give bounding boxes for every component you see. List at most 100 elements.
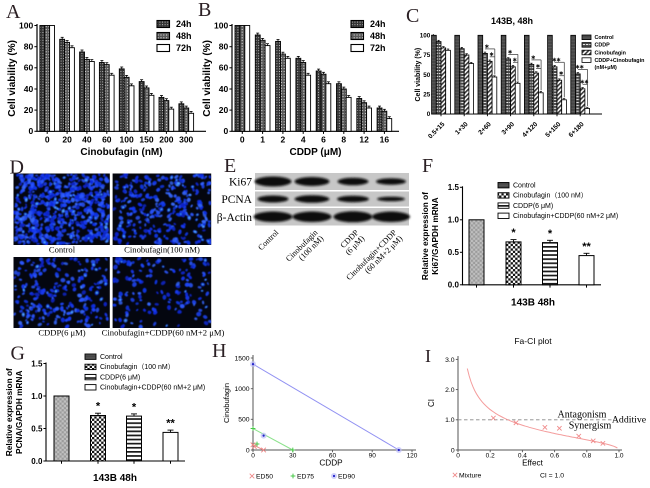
svg-text:0: 0 bbox=[45, 134, 50, 144]
svg-text:1000: 1000 bbox=[234, 386, 249, 393]
svg-text:Control: Control bbox=[595, 35, 615, 41]
svg-text:Cinobufagin+CDDP(60 nM+2 μM): Cinobufagin+CDDP(60 nM+2 μM) bbox=[100, 385, 205, 392]
svg-text:D: D bbox=[10, 157, 24, 179]
svg-text:120: 120 bbox=[407, 453, 418, 460]
svg-text:*: * bbox=[132, 401, 137, 413]
svg-text:Ki67: Ki67 bbox=[229, 177, 252, 189]
svg-text:0.2: 0.2 bbox=[486, 453, 495, 460]
svg-text:48h: 48h bbox=[370, 31, 386, 41]
svg-text:25: 25 bbox=[423, 92, 431, 99]
svg-text:β-Actin: β-Actin bbox=[217, 212, 252, 224]
svg-text:3.0: 3.0 bbox=[445, 357, 455, 364]
svg-text:100: 100 bbox=[120, 134, 134, 144]
svg-text:48h: 48h bbox=[176, 31, 192, 41]
svg-text:Additive: Additive bbox=[612, 415, 647, 426]
svg-text:Cinobufagin(100 nM): Cinobufagin(100 nM) bbox=[124, 245, 200, 255]
svg-text:60: 60 bbox=[24, 63, 34, 73]
svg-text:B: B bbox=[198, 0, 211, 21]
svg-text:0: 0 bbox=[427, 111, 431, 118]
svg-text:H: H bbox=[212, 340, 226, 362]
svg-text:143B 48h: 143B 48h bbox=[93, 473, 137, 484]
svg-text:100: 100 bbox=[19, 20, 33, 30]
svg-text:0.5: 0.5 bbox=[31, 424, 43, 433]
svg-text:30: 30 bbox=[289, 453, 297, 460]
svg-text:60: 60 bbox=[329, 453, 337, 460]
svg-text:20: 20 bbox=[62, 134, 72, 144]
svg-text:72h: 72h bbox=[370, 43, 386, 53]
svg-text:0: 0 bbox=[223, 126, 228, 136]
svg-text:0: 0 bbox=[456, 453, 460, 460]
svg-text:CDDP(6 μM): CDDP(6 μM) bbox=[38, 328, 85, 338]
svg-text:0.4: 0.4 bbox=[518, 453, 527, 460]
svg-text:1.5: 1.5 bbox=[448, 183, 460, 192]
svg-text:500: 500 bbox=[238, 417, 250, 424]
svg-text:ED75: ED75 bbox=[297, 474, 314, 481]
svg-text:Effect: Effect bbox=[522, 459, 544, 468]
svg-text:1: 1 bbox=[260, 134, 265, 144]
svg-text:PCNA/GAPDH mRNA: PCNA/GAPDH mRNA bbox=[14, 371, 24, 454]
svg-text:*: * bbox=[511, 227, 516, 239]
svg-text:90: 90 bbox=[369, 453, 377, 460]
svg-text:0: 0 bbox=[240, 134, 245, 144]
svg-text:6: 6 bbox=[321, 134, 326, 144]
svg-text:24h: 24h bbox=[370, 19, 386, 29]
svg-text:CDDP(6 μM): CDDP(6 μM) bbox=[100, 374, 140, 381]
svg-text:Cell viability (%): Cell viability (%) bbox=[7, 40, 18, 117]
svg-text:CI: CI bbox=[427, 399, 436, 407]
svg-text:CDDP (μM): CDDP (μM) bbox=[289, 147, 341, 158]
svg-text:CI = 1.0: CI = 1.0 bbox=[540, 473, 564, 480]
svg-text:(nM+μM): (nM+μM) bbox=[595, 65, 618, 71]
svg-text:C: C bbox=[406, 5, 419, 27]
svg-text:200: 200 bbox=[159, 134, 173, 144]
svg-text:1.0: 1.0 bbox=[614, 453, 623, 460]
svg-text:Control: Control bbox=[513, 183, 536, 190]
svg-text:Mixture: Mixture bbox=[459, 473, 482, 480]
svg-text:**: ** bbox=[582, 241, 591, 253]
svg-text:E: E bbox=[224, 155, 236, 177]
svg-text:1.0: 1.0 bbox=[445, 417, 455, 424]
svg-text:143B 48h: 143B 48h bbox=[511, 298, 555, 309]
svg-text:ED50: ED50 bbox=[256, 474, 273, 481]
svg-text:**: ** bbox=[166, 418, 175, 430]
svg-text:143B, 48h: 143B, 48h bbox=[491, 16, 533, 26]
svg-text:100: 100 bbox=[420, 33, 431, 40]
svg-text:0: 0 bbox=[451, 447, 455, 454]
svg-text:4: 4 bbox=[301, 134, 306, 144]
svg-text:20: 20 bbox=[24, 105, 34, 115]
svg-text:PCNA: PCNA bbox=[221, 194, 252, 206]
svg-text:Control: Control bbox=[100, 354, 123, 361]
svg-text:12: 12 bbox=[359, 134, 369, 144]
svg-text:80: 80 bbox=[219, 42, 229, 52]
svg-text:Cell viability (%): Cell viability (%) bbox=[202, 40, 213, 117]
svg-text:100: 100 bbox=[214, 20, 228, 30]
svg-text:75: 75 bbox=[423, 52, 431, 59]
svg-text:0.5: 0.5 bbox=[448, 248, 460, 257]
svg-text:1.0: 1.0 bbox=[31, 392, 43, 401]
svg-text:0.8: 0.8 bbox=[582, 453, 591, 460]
svg-text:A: A bbox=[6, 1, 21, 23]
svg-text:Cinobufagin+CDDP(60 nM+2 μM): Cinobufagin+CDDP(60 nM+2 μM) bbox=[102, 328, 225, 338]
svg-text:1500: 1500 bbox=[234, 355, 249, 362]
svg-text:*: * bbox=[548, 228, 553, 240]
svg-text:Relative expression of: Relative expression of bbox=[4, 368, 14, 456]
svg-text:20: 20 bbox=[219, 105, 229, 115]
svg-text:G: G bbox=[11, 343, 25, 365]
svg-text:Cinobufagin（100 nM）: Cinobufagin（100 nM） bbox=[513, 192, 588, 200]
svg-text:Cinobufagin: Cinobufagin bbox=[222, 383, 231, 423]
svg-text:0: 0 bbox=[246, 447, 250, 454]
svg-text:0.0: 0.0 bbox=[31, 457, 43, 466]
svg-text:Fa-CI plot: Fa-CI plot bbox=[514, 336, 552, 346]
svg-text:I: I bbox=[425, 346, 431, 366]
svg-text:Cinobufagin (nM): Cinobufagin (nM) bbox=[80, 147, 162, 158]
svg-text:Relative expression of: Relative expression of bbox=[420, 192, 430, 280]
svg-text:1.5: 1.5 bbox=[31, 359, 43, 368]
svg-text:40: 40 bbox=[82, 134, 92, 144]
svg-text:80: 80 bbox=[24, 42, 34, 52]
svg-text:60: 60 bbox=[102, 134, 112, 144]
svg-text:CDDP: CDDP bbox=[319, 458, 343, 467]
svg-text:0.0: 0.0 bbox=[448, 281, 460, 290]
svg-text:150: 150 bbox=[139, 134, 153, 144]
svg-text:CDDP+Cinobufagin: CDDP+Cinobufagin bbox=[595, 58, 645, 64]
svg-text:1.0: 1.0 bbox=[448, 216, 460, 225]
svg-text:24h: 24h bbox=[176, 19, 192, 29]
